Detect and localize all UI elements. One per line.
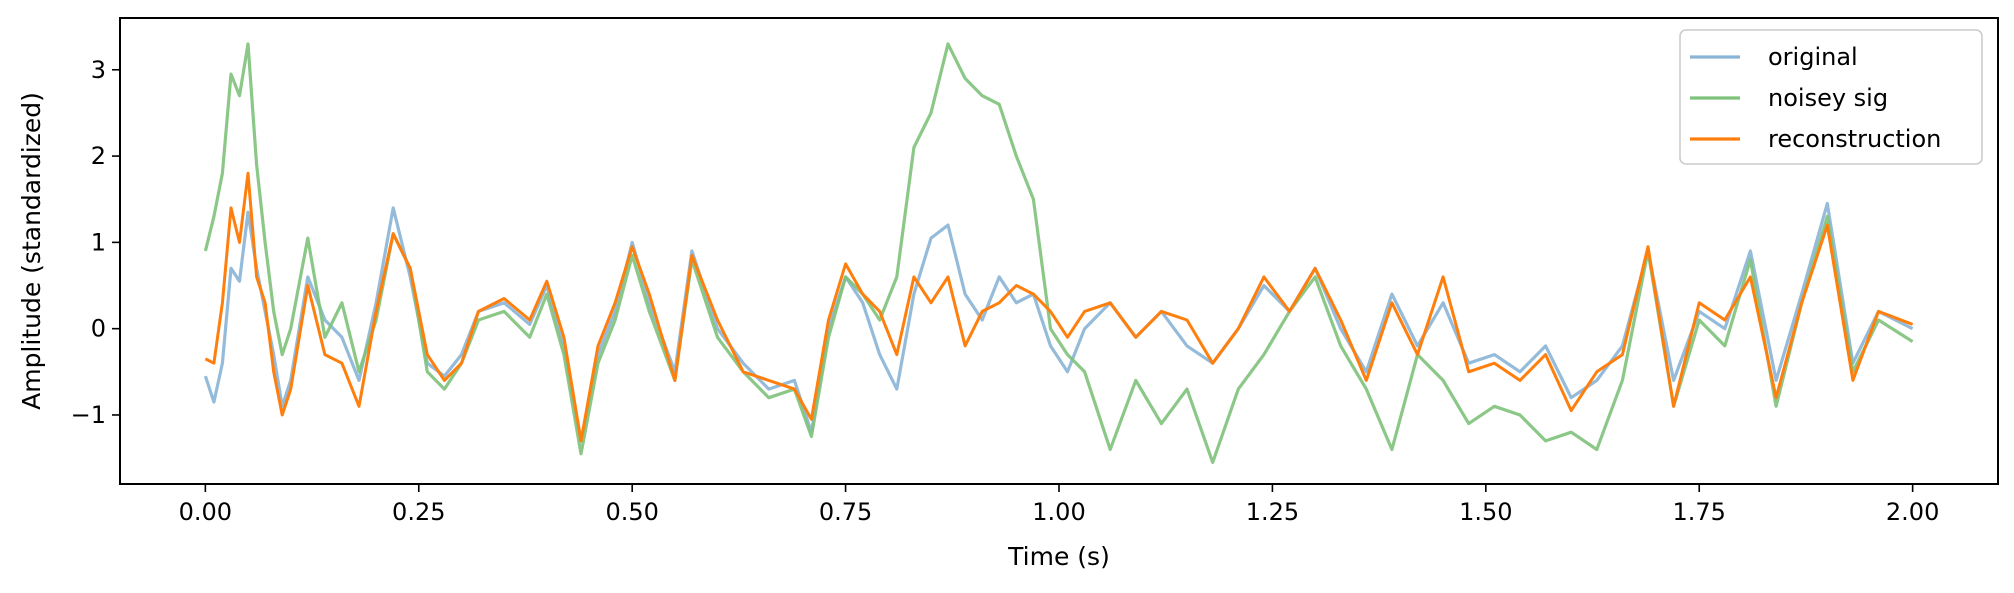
x-tick-label: 0.00: [179, 498, 232, 526]
x-tick-label: 1.00: [1032, 498, 1085, 526]
legend-label: original: [1768, 43, 1858, 71]
x-tick-label: 1.50: [1459, 498, 1512, 526]
y-axis: −1 0 1 2 3: [71, 56, 120, 429]
y-tick-label: 3: [91, 56, 106, 84]
legend-box: [1679, 29, 1983, 165]
legend-label: noisey sig: [1768, 84, 1888, 112]
legend: original noisey sig reconstruction: [1679, 29, 1983, 165]
legend-label: reconstruction: [1768, 125, 1941, 153]
y-tick-label: 1: [91, 228, 106, 256]
x-tick-label: 2.00: [1886, 498, 1939, 526]
y-tick-label: 2: [91, 142, 106, 170]
series-line-reconstruction: [204, 171, 1914, 443]
y-axis-label: Amplitude (standardized): [17, 92, 46, 410]
series-line-noisey-sig: [203, 42, 1914, 464]
x-tick-label: 0.75: [819, 498, 872, 526]
x-axis-label: Time (s): [1007, 542, 1110, 571]
x-tick-label: 1.25: [1246, 498, 1299, 526]
y-tick-label: 0: [91, 315, 106, 343]
x-axis: 0.00 0.25 0.50 0.75 1.00 1.25 1.50 1.75 2.00: [179, 484, 1939, 526]
x-tick-label: 1.75: [1673, 498, 1726, 526]
plot-area: [203, 42, 1914, 464]
x-tick-label: 0.50: [605, 498, 658, 526]
x-tick-label: 0.25: [392, 498, 445, 526]
y-tick-label: −1: [71, 401, 106, 429]
